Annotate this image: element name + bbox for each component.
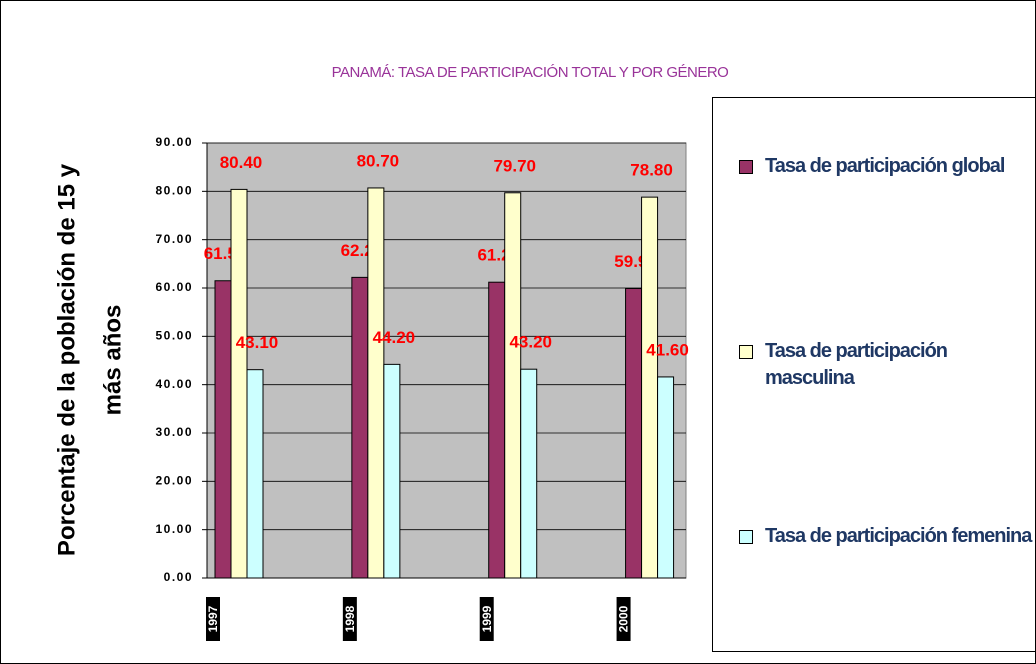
bar <box>657 376 675 579</box>
bar <box>367 187 385 579</box>
bar <box>504 192 522 579</box>
y-tick-label: 80.00 <box>155 184 193 198</box>
legend-label: Tasa de participación global <box>765 155 1005 177</box>
bar <box>230 188 248 579</box>
x-tick-label: 1999 <box>480 605 494 632</box>
chart-title: PANAMÁ: TASA DE PARTICIPACIÓN TOTAL Y PO… <box>332 64 729 81</box>
y-tick-label: 70.00 <box>155 232 193 246</box>
y-tick-label: 50.00 <box>155 329 193 343</box>
x-tick: 2000 <box>616 597 631 641</box>
bar <box>625 287 643 579</box>
legend-item: Tasa de participación masculina <box>739 338 1036 392</box>
legend-label: Tasa de participación masculina <box>765 340 948 389</box>
legend-label: Tasa de participación femenina <box>765 525 1032 547</box>
data-label: 41.60 <box>646 340 689 359</box>
legend-swatch <box>739 530 753 544</box>
data-label: 80.40 <box>220 153 263 172</box>
y-tick-label: 30.00 <box>155 425 193 439</box>
y-tick-label: 20.00 <box>155 474 193 488</box>
legend-item: Tasa de participación global <box>739 153 1036 180</box>
bar <box>488 281 506 579</box>
data-label: 43.20 <box>509 333 552 352</box>
y-tick-label: 0.00 <box>164 570 193 584</box>
x-tick-box <box>206 597 220 641</box>
data-label: 80.70 <box>357 151 400 170</box>
data-label: 79.70 <box>493 156 536 175</box>
bar <box>383 363 401 579</box>
bar <box>520 368 538 579</box>
x-tick-label: 1998 <box>343 605 357 632</box>
x-tick-box <box>342 597 357 641</box>
x-tick: 1998 <box>342 597 357 641</box>
bar <box>214 280 232 579</box>
bar <box>246 369 264 579</box>
legend: Tasa de participación global Tasa de part… <box>712 97 1035 652</box>
x-tick-label: 1997 <box>206 605 220 632</box>
legend-swatch <box>739 160 753 174</box>
x-tick-box <box>479 597 494 641</box>
legend-swatch <box>739 345 753 359</box>
y-axis-label: más años <box>99 305 126 416</box>
x-tick: 1997 <box>206 597 220 641</box>
legend-item: Tasa de participación femenina <box>739 523 1036 550</box>
x-tick-box <box>616 597 631 641</box>
bar <box>351 276 369 579</box>
data-label: 44.20 <box>373 328 416 347</box>
bar <box>641 196 659 579</box>
y-tick-label: 90.00 <box>155 135 193 149</box>
plot-area <box>206 142 687 579</box>
data-label: 43.10 <box>236 333 279 352</box>
y-tick-label: 60.00 <box>155 280 193 294</box>
x-tick-label: 2000 <box>617 605 631 632</box>
x-tick: 1999 <box>479 597 494 641</box>
y-tick-label: 10.00 <box>155 522 193 536</box>
y-axis-label: Porcentaje de la población de 15 y <box>53 163 80 556</box>
data-label: 78.80 <box>630 161 673 180</box>
y-tick-label: 40.00 <box>155 377 193 391</box>
